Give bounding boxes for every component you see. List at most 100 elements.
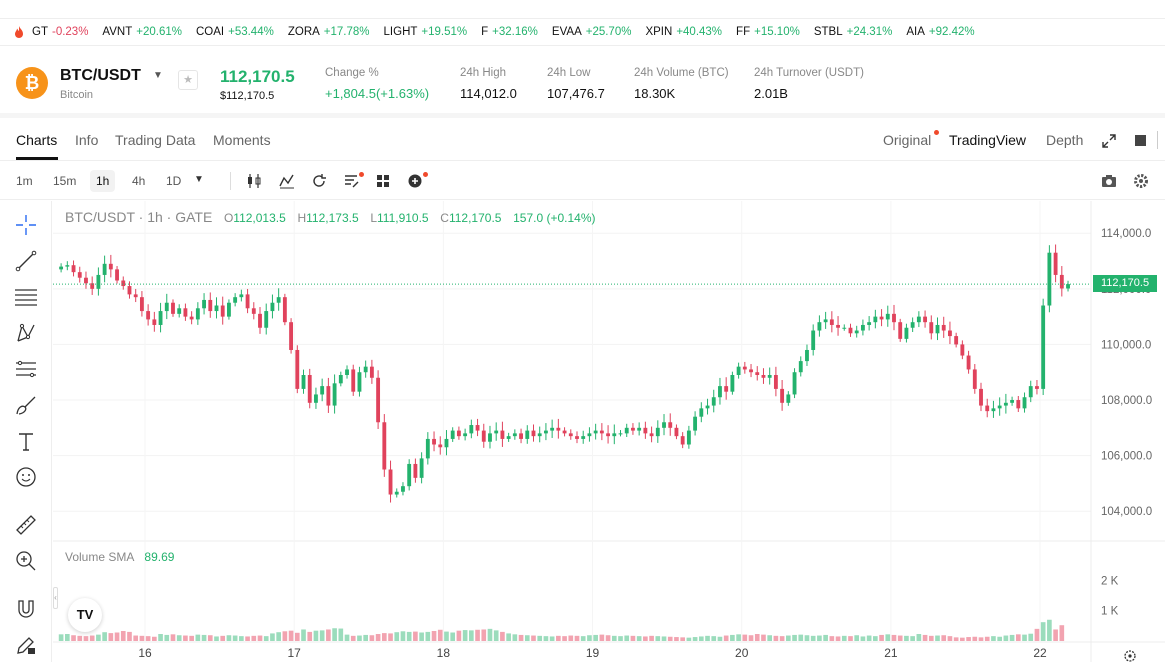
candle-body xyxy=(935,324,940,334)
timeframe-dropdown-icon[interactable]: ▼ xyxy=(194,174,204,185)
volume-bar xyxy=(655,636,661,641)
tab-tradingview[interactable]: TradingView xyxy=(949,132,1027,148)
legend-close: 112,170.5 xyxy=(448,211,502,225)
axis-settings-icon[interactable] xyxy=(1123,649,1137,663)
emoji-icon[interactable] xyxy=(14,465,38,489)
volume-bar xyxy=(214,636,219,641)
volume-bar xyxy=(357,635,362,641)
templates-icon[interactable] xyxy=(343,172,361,190)
candle-body xyxy=(655,427,660,437)
trend-line-icon[interactable] xyxy=(14,249,38,273)
favorite-star-icon[interactable]: ★ xyxy=(178,70,198,90)
volume-bar xyxy=(257,635,263,641)
candle-type-icon[interactable] xyxy=(245,172,263,190)
volume-bar xyxy=(904,635,909,641)
volume-bar xyxy=(705,635,710,641)
tab-original[interactable]: Original xyxy=(883,132,932,148)
ticker-item[interactable]: AVNT +20.61% xyxy=(102,26,182,38)
ticker-item[interactable]: FF +15.10% xyxy=(736,26,800,38)
timeframe-4h[interactable]: 4h xyxy=(132,174,146,188)
candle-body xyxy=(537,433,542,437)
volume-bar xyxy=(947,636,953,641)
timeframe-1d[interactable]: 1D xyxy=(166,174,182,188)
volume-bar xyxy=(437,629,443,641)
volume-bar xyxy=(960,637,965,641)
magnet-icon[interactable] xyxy=(14,597,38,621)
volume-bar xyxy=(624,635,630,641)
volume-bar xyxy=(1040,622,1046,641)
tab-moments[interactable]: Moments xyxy=(213,132,271,148)
ticker-item[interactable]: LIGHT +19.51% xyxy=(384,26,468,38)
crosshair-icon[interactable] xyxy=(14,213,38,237)
ticker-item[interactable]: F +32.16% xyxy=(481,26,538,38)
volume-bar xyxy=(829,636,835,641)
notification-dot xyxy=(359,172,364,177)
candle-body xyxy=(108,263,113,270)
time-tick-label: 16 xyxy=(138,646,152,660)
layout-grid-icon[interactable] xyxy=(374,172,392,190)
add-indicator-icon[interactable] xyxy=(406,172,424,190)
zoom-in-icon[interactable] xyxy=(14,549,38,573)
ticker-item[interactable]: XPIN +40.43% xyxy=(645,26,722,38)
pencil-lock-icon[interactable] xyxy=(14,633,38,657)
active-tab-indicator xyxy=(16,157,58,160)
ticker-item[interactable]: COAI +53.44% xyxy=(196,26,274,38)
tab-charts[interactable]: Charts xyxy=(16,132,58,148)
pattern-icon[interactable] xyxy=(14,321,38,345)
ticker-item[interactable]: GT -0.23% xyxy=(32,26,88,38)
fullscreen-icon[interactable] xyxy=(1135,135,1146,146)
caret-down-icon[interactable]: ▼ xyxy=(153,70,163,81)
collapse-toolbar-handle[interactable]: ‹ xyxy=(53,587,58,609)
expand-icon[interactable] xyxy=(1102,134,1116,148)
candle-body xyxy=(227,302,231,317)
timeframe-1m[interactable]: 1m xyxy=(16,174,33,188)
tab-depth[interactable]: Depth xyxy=(1046,132,1084,148)
candle-body xyxy=(295,349,300,389)
stat-value: 2.01B xyxy=(754,86,788,101)
ticker-item[interactable]: STBL +24.31% xyxy=(814,26,893,38)
camera-icon[interactable] xyxy=(1100,172,1118,190)
pair-selector[interactable]: BTC/USDT xyxy=(60,67,141,84)
timeframe-15m[interactable]: 15m xyxy=(53,174,77,188)
tab-trading-data[interactable]: Trading Data xyxy=(115,132,196,148)
side-panel-handle[interactable] xyxy=(1157,131,1165,149)
candle-body xyxy=(233,297,238,303)
candlestick-chart[interactable]: 16171819202122114,000.0112,000.0110,000.… xyxy=(53,201,1165,662)
volume-bar xyxy=(910,636,915,641)
candle-body xyxy=(506,436,511,439)
volume-bar xyxy=(966,637,971,641)
volume-bar xyxy=(350,635,356,641)
ticker-change: +92.42% xyxy=(928,26,975,38)
candle-body xyxy=(481,430,486,442)
refresh-icon[interactable] xyxy=(310,172,328,190)
ruler-icon[interactable] xyxy=(14,513,38,537)
legend-high-label: H xyxy=(297,211,307,225)
ticker-item[interactable]: ZORA +17.78% xyxy=(288,26,370,38)
volume-bar xyxy=(618,636,623,641)
horizontal-lines-icon[interactable] xyxy=(14,285,38,309)
candle-body xyxy=(121,280,126,287)
text-tool-icon[interactable] xyxy=(14,429,38,453)
fib-retracement-icon[interactable] xyxy=(14,357,38,381)
timeframe-1h[interactable]: 1h xyxy=(90,170,116,192)
ticker-change: +15.10% xyxy=(754,26,800,38)
volume-bar xyxy=(195,634,201,641)
volume-bar xyxy=(176,635,182,641)
candle-body xyxy=(929,322,934,334)
settings-gear-icon[interactable] xyxy=(1132,172,1150,190)
volume-bar xyxy=(549,636,555,641)
volume-bar xyxy=(1003,635,1009,641)
stat-value: +1,804.5(+1.63%) xyxy=(325,86,430,101)
brush-icon[interactable] xyxy=(14,393,38,417)
tab-info[interactable]: Info xyxy=(75,132,99,148)
volume-bar xyxy=(145,636,151,641)
volume-bar xyxy=(1015,634,1021,641)
ticker-item[interactable]: EVAA +25.70% xyxy=(552,26,632,38)
ticker-item[interactable]: AIA +92.42% xyxy=(906,26,974,38)
volume-bar xyxy=(313,630,319,641)
price-tick-label: 108,000.0 xyxy=(1101,395,1152,407)
toolbar-divider xyxy=(230,172,231,190)
chart-area[interactable]: 16171819202122114,000.0112,000.0110,000.… xyxy=(53,201,1165,662)
indicators-icon[interactable] xyxy=(278,172,296,190)
candle-body xyxy=(463,433,468,437)
